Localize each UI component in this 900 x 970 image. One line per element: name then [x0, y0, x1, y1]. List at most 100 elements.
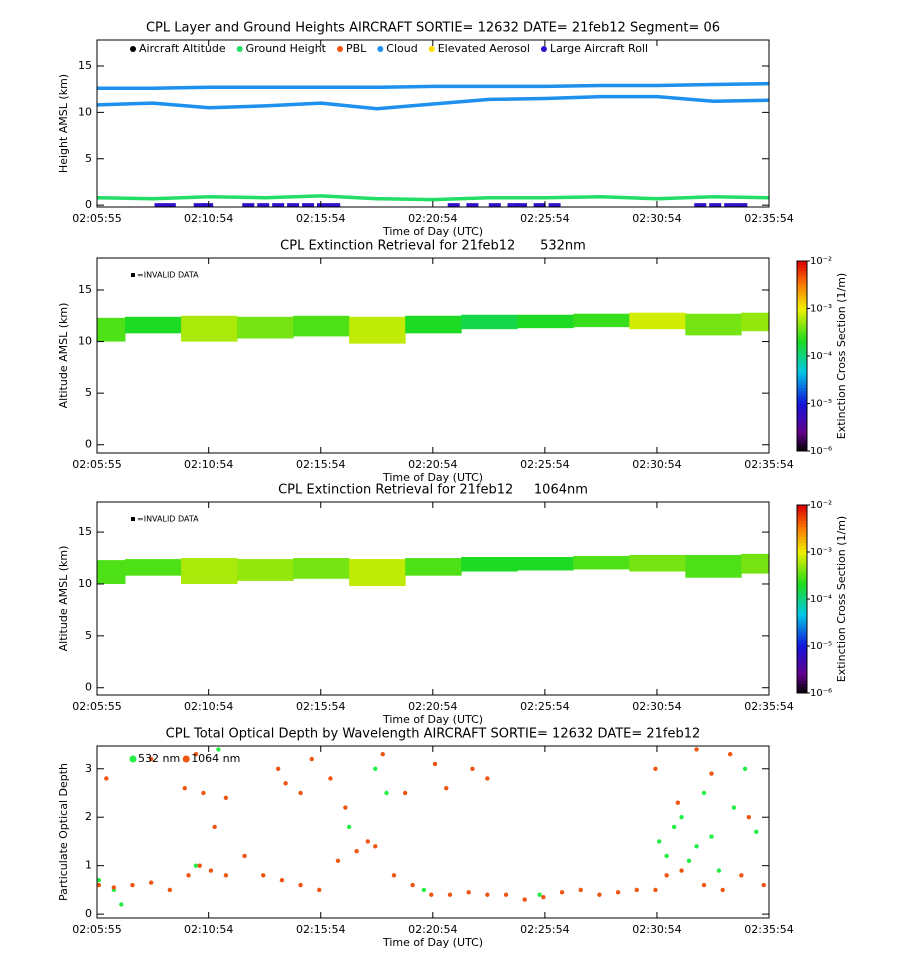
y-tick-label: 15 [78, 525, 92, 538]
colorbar-cell [797, 311, 807, 316]
point [634, 887, 639, 893]
point [261, 873, 266, 878]
colorbar-cell [797, 371, 807, 376]
extinction-cell [237, 559, 294, 581]
invalid-label: =INVALID DATA [137, 515, 199, 524]
colorbar-cell [797, 425, 807, 430]
colorbar-cell [797, 286, 807, 290]
point [298, 882, 303, 888]
x-tick-label: 02:15:54 [296, 700, 345, 713]
extinction-cell [125, 559, 182, 576]
x-tick-label: 02:15:54 [296, 923, 345, 936]
point [761, 882, 766, 888]
point [739, 873, 744, 878]
colorbar-cell [797, 564, 807, 569]
y-tick-label: 5 [85, 386, 92, 399]
roll-marker [694, 203, 707, 207]
colorbar-cell [797, 630, 807, 634]
colorbar-tick-label: 10⁻⁵ [810, 399, 832, 410]
x-tick-label: 02:05:55 [72, 923, 121, 936]
point [694, 747, 699, 752]
point [701, 790, 707, 796]
plot-frame [96, 39, 770, 208]
panel: CPL Extinction Retrieval for 21feb12 106… [57, 483, 848, 727]
x-axis-label: Time of Day (UTC) [382, 225, 483, 238]
roll-marker [163, 203, 176, 207]
point [429, 892, 434, 897]
colorbar-cell [797, 349, 807, 354]
roll-marker [488, 203, 501, 207]
extinction-cell [237, 316, 294, 339]
colorbar-cell [797, 664, 807, 669]
colorbar-cell [797, 602, 807, 606]
colorbar-cell [797, 299, 807, 303]
colorbar-cell [797, 517, 807, 522]
colorbar-cell [797, 526, 807, 531]
y-tick-label: 0 [85, 681, 92, 694]
colorbar-cell [797, 333, 807, 338]
colorbar-cell [797, 337, 807, 341]
point [470, 766, 475, 771]
extinction-cell [573, 313, 630, 328]
point [656, 839, 662, 844]
point [283, 781, 288, 786]
legend-label: 1064 nm [191, 752, 240, 765]
extinction-cell [685, 313, 742, 336]
colorbar-cell [797, 365, 807, 370]
point [720, 887, 725, 893]
extinction-cell [97, 317, 126, 342]
colorbar-cell [797, 343, 807, 347]
x-tick-label: 02:05:55 [72, 458, 121, 471]
invalid-marker [131, 273, 135, 277]
extinction-cell [349, 559, 406, 587]
point [675, 800, 681, 805]
y-axis-label: Particulate Optical Depth [57, 763, 70, 901]
roll-marker [724, 203, 737, 207]
colorbar-cell [797, 589, 807, 594]
layer-line [97, 94, 769, 111]
point [716, 868, 722, 873]
roll-marker [466, 203, 479, 207]
legend-marker [428, 46, 435, 52]
colorbar-label: Extinction Cross Section (1/m) [835, 273, 848, 439]
extinction-cell [97, 560, 126, 584]
x-tick-label: 02:20:54 [408, 212, 457, 225]
extinction-cell [461, 556, 518, 572]
y-tick-label: 1 [85, 859, 92, 872]
point [335, 858, 341, 864]
point [731, 805, 737, 810]
y-tick-label: 3 [85, 762, 92, 775]
colorbar-cell [797, 416, 807, 420]
point [380, 752, 385, 757]
roll-marker [514, 203, 527, 207]
y-tick-label: 10 [78, 105, 92, 118]
colorbar-tick-label: 10⁻² [810, 256, 832, 267]
point [537, 892, 542, 897]
extinction-cell [405, 315, 462, 334]
colorbar-cell [797, 558, 807, 562]
legend-label: Elevated Aerosol [438, 42, 530, 55]
extinction-cell [293, 315, 350, 337]
roll-marker [735, 203, 748, 207]
extinction-cell [293, 558, 350, 579]
colorbar-cell [797, 573, 807, 578]
point [104, 776, 109, 781]
chart-title: CPL Total Optical Depth by Wavelength AI… [166, 727, 701, 742]
roll-marker [447, 203, 460, 207]
point [522, 897, 527, 902]
colorbar-tick-label: 10⁻³ [810, 547, 832, 558]
layer-line [97, 81, 769, 90]
point [354, 848, 359, 854]
plot-frame [96, 501, 770, 696]
colorbar-cell [797, 567, 807, 572]
colorbar-cell [797, 295, 807, 300]
point [216, 747, 221, 752]
point [541, 894, 546, 900]
point [664, 853, 669, 859]
colorbar-cell [797, 384, 807, 389]
colorbar-cell [797, 655, 807, 660]
colorbar-cell [797, 577, 807, 581]
colorbar-cell [797, 539, 807, 544]
colorbar-cell [797, 505, 807, 509]
colorbar-cell [797, 308, 807, 313]
